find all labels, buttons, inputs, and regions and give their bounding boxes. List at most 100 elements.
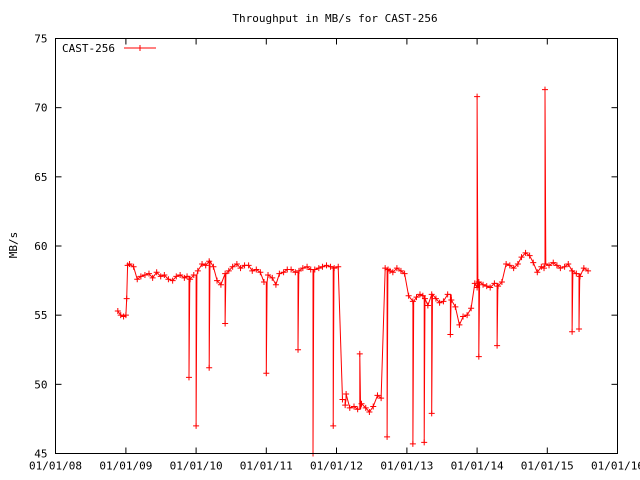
data-point bbox=[145, 270, 152, 277]
data-point bbox=[327, 263, 334, 270]
data-point bbox=[272, 281, 279, 288]
data-point bbox=[546, 262, 553, 269]
data-point bbox=[315, 265, 322, 272]
data-point bbox=[184, 273, 191, 280]
data-point bbox=[153, 269, 160, 276]
data-point bbox=[389, 269, 396, 276]
data-point bbox=[475, 278, 482, 285]
data-point bbox=[374, 392, 381, 399]
data-point bbox=[343, 391, 350, 398]
data-point bbox=[382, 265, 389, 272]
y-tick-label: 65 bbox=[34, 171, 47, 184]
data-point bbox=[114, 308, 121, 315]
data-point bbox=[468, 305, 475, 312]
data-point bbox=[541, 260, 548, 267]
data-point bbox=[335, 263, 342, 270]
spike-point bbox=[421, 439, 428, 446]
spike-point bbox=[356, 350, 363, 357]
data-point bbox=[217, 281, 224, 288]
data-point bbox=[526, 252, 533, 259]
data-point bbox=[421, 295, 428, 302]
spike-point bbox=[295, 346, 302, 353]
data-point bbox=[181, 274, 188, 281]
data-point bbox=[483, 283, 490, 290]
spike-point bbox=[263, 370, 270, 377]
data-point bbox=[424, 302, 431, 309]
data-point bbox=[311, 266, 318, 273]
data-point bbox=[177, 272, 184, 279]
data-point bbox=[460, 313, 467, 320]
spike-point bbox=[428, 410, 435, 417]
x-tick-label: 01/01/09 bbox=[99, 460, 152, 473]
spike-point bbox=[576, 326, 583, 332]
data-point bbox=[190, 272, 197, 279]
data-point bbox=[165, 276, 172, 283]
data-point bbox=[378, 395, 385, 402]
data-point bbox=[428, 291, 435, 298]
data-point bbox=[464, 312, 471, 319]
y-tick-label: 55 bbox=[34, 309, 47, 322]
x-tick-label: 01/01/08 bbox=[29, 460, 82, 473]
y-tick-label: 70 bbox=[34, 102, 47, 115]
data-point bbox=[506, 262, 513, 269]
data-point bbox=[471, 280, 478, 287]
data-point bbox=[210, 263, 217, 270]
data-point bbox=[292, 269, 299, 276]
data-point bbox=[280, 269, 287, 276]
data-point bbox=[199, 260, 206, 267]
data-point bbox=[130, 263, 137, 270]
data-point bbox=[452, 303, 459, 310]
data-point bbox=[480, 281, 487, 288]
spike-point bbox=[342, 402, 349, 409]
data-point bbox=[214, 277, 221, 284]
data-point bbox=[386, 267, 393, 274]
data-point bbox=[299, 265, 306, 272]
spike-point bbox=[569, 328, 576, 335]
data-point bbox=[141, 272, 148, 279]
data-point bbox=[522, 249, 529, 256]
spike-point bbox=[330, 422, 337, 429]
data-point bbox=[393, 265, 400, 272]
data-point bbox=[187, 276, 194, 283]
data-point bbox=[534, 269, 541, 276]
data-point bbox=[331, 265, 338, 272]
data-point bbox=[257, 269, 264, 276]
data-point bbox=[117, 312, 124, 319]
data-point bbox=[206, 258, 213, 265]
data-point bbox=[354, 406, 361, 413]
data-point bbox=[585, 267, 592, 274]
data-point bbox=[161, 272, 168, 279]
x-tick-label: 01/01/13 bbox=[380, 460, 433, 473]
data-point bbox=[194, 267, 201, 274]
data-point bbox=[173, 273, 180, 280]
x-tick-label: 01/01/15 bbox=[521, 460, 574, 473]
data-point bbox=[413, 294, 420, 301]
data-point bbox=[202, 262, 209, 269]
x-tick-label: 01/01/10 bbox=[170, 460, 223, 473]
data-point bbox=[436, 299, 443, 306]
y-tick-label: 75 bbox=[34, 33, 47, 46]
data-point bbox=[565, 260, 572, 267]
data-point bbox=[134, 276, 141, 283]
data-point bbox=[137, 273, 144, 280]
data-point bbox=[222, 270, 229, 277]
data-point bbox=[339, 396, 346, 403]
spike-point bbox=[222, 320, 229, 327]
data-point bbox=[576, 273, 583, 280]
data-point bbox=[561, 263, 568, 270]
chart-title: Throughput in MB/s for CAST-256 bbox=[232, 12, 437, 25]
data-point bbox=[237, 265, 244, 272]
data-point bbox=[253, 266, 260, 273]
y-tick-label: 60 bbox=[34, 240, 47, 253]
data-point bbox=[405, 292, 412, 299]
data-point bbox=[319, 263, 326, 270]
data-point bbox=[416, 291, 423, 298]
spike-point bbox=[206, 364, 213, 371]
legend-marker-cast-256 bbox=[137, 45, 143, 51]
data-point bbox=[229, 263, 236, 270]
spike-point bbox=[475, 353, 482, 360]
data-point bbox=[370, 403, 377, 410]
data-point bbox=[276, 270, 283, 277]
spike-point bbox=[474, 93, 481, 100]
data-point bbox=[401, 270, 408, 277]
